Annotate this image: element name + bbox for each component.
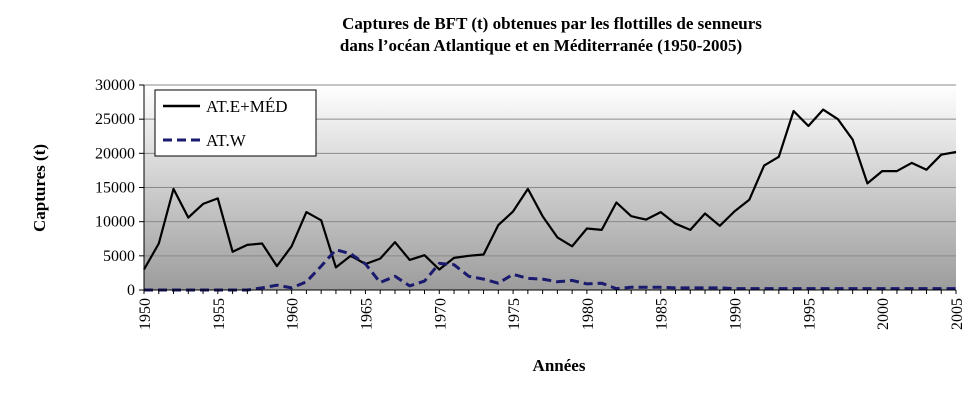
legend-box — [154, 89, 317, 157]
chart-title-line-1: Captures de BFT (t) obtenues par les flo… — [342, 14, 762, 33]
y-axis-ticks: 0 5000 10000 15000 20000 25000 30000 — [95, 77, 144, 299]
x-tick-label: 1990 — [728, 298, 745, 330]
legend-label-at-w: AT.W — [206, 131, 247, 150]
y-tick-label: 30000 — [95, 77, 135, 94]
x-tick-label: 1950 — [137, 298, 154, 330]
y-tick-label: 0 — [127, 282, 135, 299]
legend-label-at-e-med: AT.E+MÉD — [206, 97, 288, 116]
y-tick-label: 5000 — [103, 248, 135, 265]
y-axis-label: Captures (t) — [30, 144, 49, 232]
x-tick-label: 1960 — [285, 298, 302, 330]
x-tick-label: 1980 — [580, 298, 597, 330]
x-tick-label: 1975 — [506, 298, 523, 330]
y-tick-label: 20000 — [95, 145, 135, 162]
x-tick-label: 2005 — [949, 298, 966, 330]
chart-title-line-2: dans l’océan Atlantique et en Méditerran… — [340, 36, 742, 55]
series-line-at-e-med — [143, 108, 957, 271]
x-tick-label: 1955 — [211, 298, 228, 330]
x-tick-label: 1965 — [358, 298, 375, 330]
series-lines — [143, 108, 957, 292]
x-axis-ticks: 1950 1955 1960 1965 1970 1975 1980 1985 1990 1995… — [137, 290, 966, 330]
x-tick-label: 1995 — [801, 298, 818, 330]
x-axis-label: Années — [533, 356, 586, 375]
legend: AT.E+MÉD AT.W — [154, 89, 317, 157]
x-tick-label: 2000 — [875, 298, 892, 330]
y-tick-label: 10000 — [95, 214, 135, 231]
x-tick-label: 1970 — [432, 298, 449, 330]
y-tick-label: 15000 — [95, 180, 135, 197]
y-tick-label: 25000 — [95, 111, 135, 128]
series-line-at-w — [144, 248, 956, 292]
x-tick-label: 1985 — [654, 298, 671, 330]
